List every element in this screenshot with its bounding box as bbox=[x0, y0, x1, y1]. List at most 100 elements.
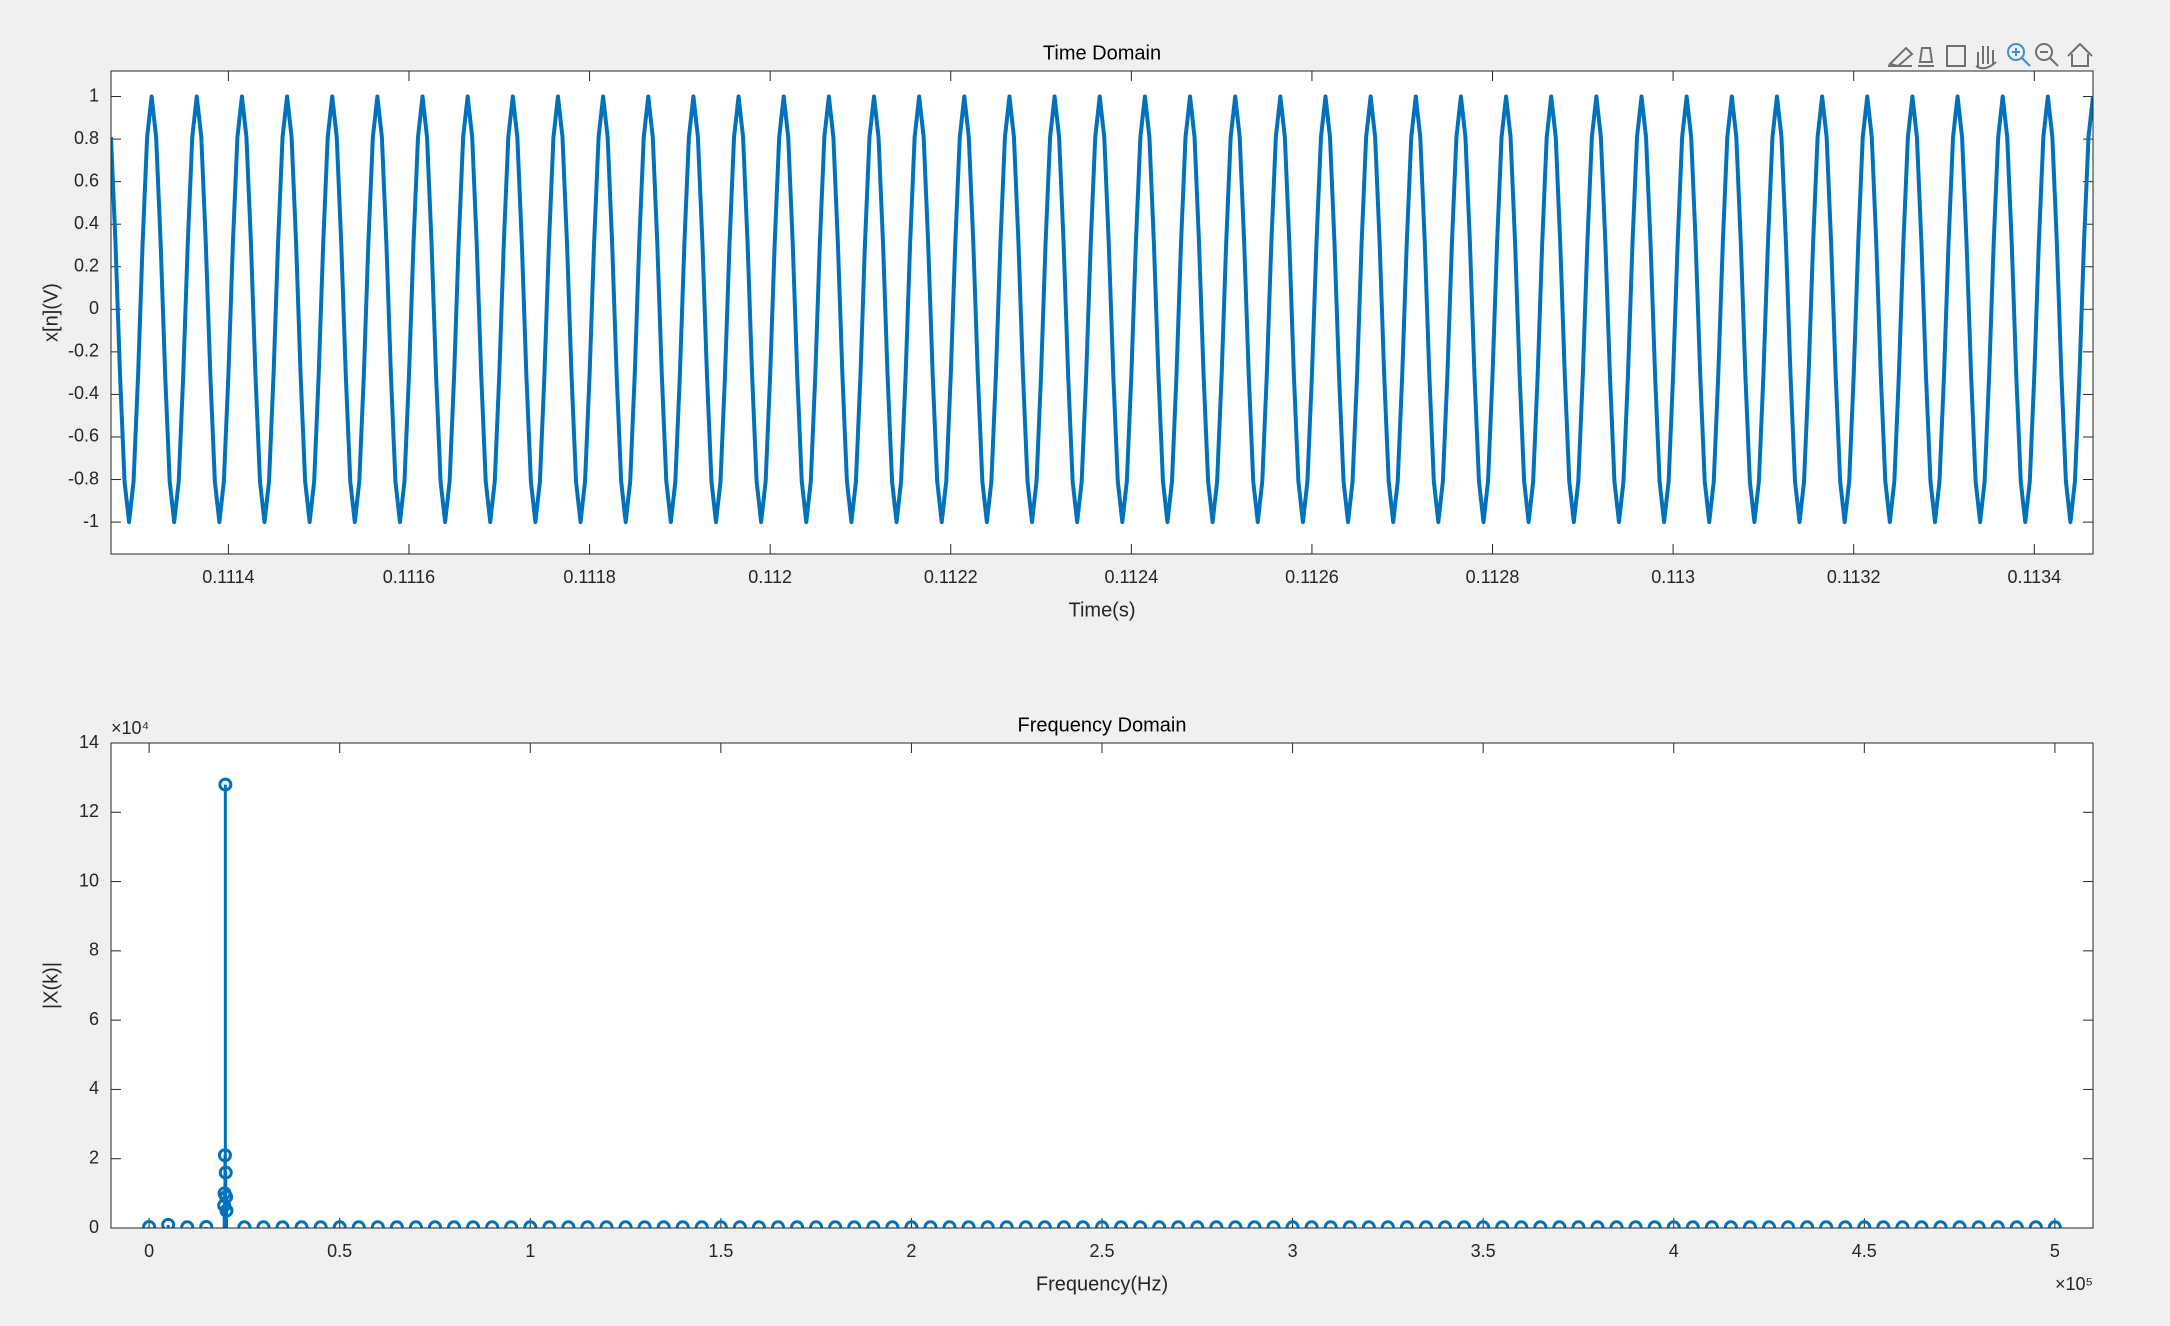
toolbar-zoom-in[interactable] bbox=[2007, 43, 2025, 61]
stem-marker bbox=[561, 1220, 576, 1228]
x-axis-label: Frequency(Hz) bbox=[1036, 1273, 1168, 1295]
stem-marker bbox=[961, 1220, 976, 1228]
stem-marker bbox=[332, 1220, 347, 1228]
y-tick-label: -0.6 bbox=[68, 426, 99, 446]
x-tick-label: 3 bbox=[1288, 1241, 1298, 1261]
stem-marker bbox=[1114, 1220, 1129, 1228]
stem-marker bbox=[847, 1220, 862, 1228]
x-tick-label: 0 bbox=[144, 1241, 154, 1261]
stem-marker bbox=[1609, 1220, 1624, 1228]
stem-marker bbox=[1209, 1220, 1224, 1228]
stem-marker bbox=[980, 1220, 995, 1228]
stem-marker bbox=[1876, 1220, 1891, 1228]
y-tick-label: 8 bbox=[89, 940, 99, 960]
stem-marker bbox=[2047, 1220, 2062, 1228]
stem-marker bbox=[1152, 1220, 1167, 1228]
stem-marker bbox=[1133, 1220, 1148, 1228]
toolbar-data-tip[interactable] bbox=[1918, 47, 1934, 67]
y-tick-label: 14 bbox=[79, 732, 99, 752]
x-tick-label: 3.5 bbox=[1471, 1241, 1496, 1261]
stem-marker bbox=[351, 1220, 366, 1228]
stem-marker bbox=[1361, 1220, 1376, 1228]
stem-marker bbox=[1895, 1220, 1910, 1228]
y-tick-label: -0.2 bbox=[68, 341, 99, 361]
stem-marker bbox=[1533, 1220, 1548, 1228]
stem-marker bbox=[1304, 1220, 1319, 1228]
stem-marker bbox=[1914, 1220, 1929, 1228]
stem-marker bbox=[1075, 1220, 1090, 1228]
stem-marker bbox=[1380, 1220, 1395, 1228]
stem-marker bbox=[1971, 1220, 1986, 1228]
stem-marker bbox=[1095, 1220, 1109, 1228]
stem-marker bbox=[217, 1148, 232, 1163]
stem-marker bbox=[199, 1219, 214, 1228]
toolbar-brush[interactable] bbox=[1888, 46, 1914, 68]
stem-marker bbox=[294, 1220, 309, 1228]
toolbar-zoom-out[interactable] bbox=[2035, 43, 2053, 61]
toolbar-home[interactable] bbox=[2067, 42, 2093, 67]
y-tick-label: 12 bbox=[79, 801, 99, 821]
toolbar-zoom-out-glyph bbox=[2040, 51, 2059, 67]
stem-marker bbox=[2009, 1220, 2024, 1228]
x-tick-label: 5 bbox=[2050, 1241, 2060, 1261]
x-tick-label: 4 bbox=[1669, 1241, 1679, 1261]
y-tick-label: 0.6 bbox=[74, 170, 99, 190]
stem-marker bbox=[1438, 1220, 1453, 1228]
x-axis-label: Time(s) bbox=[1068, 599, 1135, 621]
y-tick-label: -0.4 bbox=[68, 383, 99, 403]
y-exponent: ×10⁴ bbox=[111, 718, 149, 738]
x-tick-label: 0.1122 bbox=[924, 567, 978, 587]
stem-marker bbox=[275, 1220, 290, 1228]
stem-marker bbox=[1476, 1220, 1491, 1228]
stem-marker bbox=[1266, 1220, 1281, 1228]
toolbar-legend[interactable] bbox=[1946, 45, 1966, 67]
stem-marker bbox=[942, 1220, 957, 1228]
stem-marker bbox=[1933, 1220, 1948, 1228]
x-tick-label: 0.1128 bbox=[1466, 567, 1520, 587]
y-axis-label: |X(k)| bbox=[40, 962, 62, 1009]
x-tick-label: 0.1132 bbox=[1827, 567, 1881, 587]
plot bbox=[111, 94, 2093, 525]
plot bbox=[111, 777, 2093, 1228]
stem-marker bbox=[694, 1220, 709, 1228]
x-tick-label: 0.1134 bbox=[2007, 567, 2061, 587]
stem-marker bbox=[923, 1220, 938, 1228]
plot-area bbox=[111, 743, 2093, 1228]
stem-marker bbox=[1552, 1220, 1567, 1228]
stem-marker bbox=[218, 1165, 233, 1180]
stem-marker bbox=[999, 1220, 1014, 1228]
stem-marker bbox=[161, 1217, 176, 1228]
y-tick-label: 0 bbox=[89, 1217, 99, 1237]
stem-marker bbox=[580, 1220, 595, 1228]
axes-box bbox=[110, 70, 2094, 555]
toolbar-zoom-in-glyph bbox=[2012, 48, 2031, 67]
stem-marker bbox=[1666, 1220, 1681, 1228]
x-tick-label: 1 bbox=[525, 1241, 535, 1261]
toolbar-pan[interactable] bbox=[1975, 46, 1997, 70]
stem-marker bbox=[790, 1220, 805, 1228]
stem-marker bbox=[1018, 1220, 1033, 1228]
chart-title: Frequency Domain bbox=[1018, 714, 1187, 736]
stem-marker bbox=[1628, 1220, 1643, 1228]
stem-marker bbox=[751, 1220, 766, 1228]
y-tick-label: 6 bbox=[89, 1009, 99, 1029]
stem-marker bbox=[1056, 1220, 1071, 1228]
stem-marker bbox=[809, 1220, 824, 1228]
stem-marker bbox=[219, 1203, 234, 1218]
y-tick-label: 10 bbox=[79, 870, 99, 890]
stem-marker bbox=[1742, 1220, 1757, 1228]
x-tick-label: 0.1116 bbox=[383, 567, 435, 587]
axes: 0 0.5 1 1.5 2 2.5 3 3.5 4 4.5 5 0 2 4 6 8 10 12 14 Frequenc… bbox=[40, 714, 2094, 1295]
stem-marker bbox=[1952, 1220, 1967, 1228]
y-axis-label: x[n](V) bbox=[40, 283, 62, 342]
stem-marker bbox=[1685, 1220, 1700, 1228]
stem-marker bbox=[485, 1220, 500, 1228]
stem-marker bbox=[732, 1220, 747, 1228]
stem-marker bbox=[1704, 1220, 1719, 1228]
x-tick-label: 0.5 bbox=[327, 1241, 352, 1261]
stem-marker bbox=[447, 1220, 462, 1228]
stem-marker bbox=[599, 1220, 614, 1228]
y-tick-label: 0.4 bbox=[74, 213, 99, 233]
